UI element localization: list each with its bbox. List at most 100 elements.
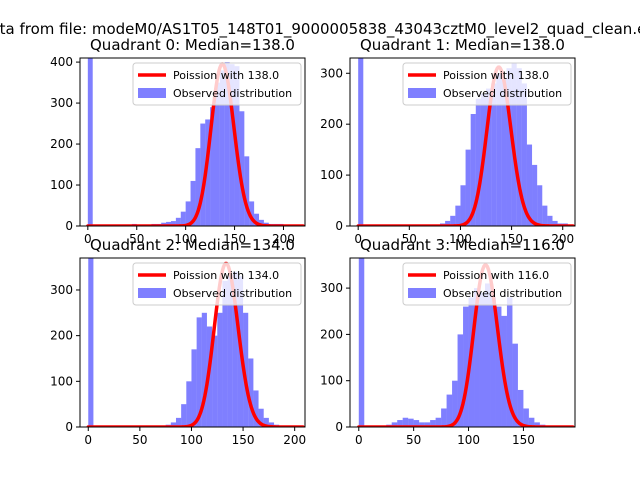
x-tick-label: 200 [272, 232, 295, 246]
histogram-bar [413, 420, 420, 427]
histogram-bar [268, 422, 275, 427]
y-tick-label: 300 [320, 66, 343, 80]
plot-area [86, 258, 305, 427]
y-tick-label: 200 [320, 327, 343, 341]
histogram-bar [248, 358, 254, 427]
histogram-bar [521, 83, 527, 226]
legend: Poission with 138.0 Observed distribution [132, 62, 302, 106]
plot-area [357, 258, 575, 427]
histogram-bar [258, 408, 264, 427]
poisson-curve [356, 65, 575, 226]
histogram-bar [186, 381, 192, 427]
histogram-bar [402, 417, 409, 427]
x-tick-label: 100 [449, 232, 472, 246]
legend-entry-observed: Observed distribution [173, 87, 292, 100]
histogram-bar [485, 283, 491, 427]
histogram-bar [219, 70, 225, 226]
axes-frame [79, 257, 306, 428]
histogram-bar [253, 390, 259, 427]
histogram-bar [486, 88, 492, 226]
x-tick-label: 0 [354, 232, 362, 246]
legend-swatch-observed [138, 288, 166, 298]
legend-swatch-observed [408, 88, 436, 98]
histogram-bar [190, 180, 196, 226]
histogram-bar [358, 258, 365, 427]
histogram-bar [227, 276, 233, 427]
panel-q3: 0 50 100 150 0 100 200 300 Quadrant 3: Median=11… [320, 236, 576, 447]
y-tick-label: 200 [320, 117, 343, 131]
y-tick-label: 0 [335, 219, 343, 233]
axes-frame [349, 257, 576, 428]
histogram-bar [419, 422, 425, 427]
histogram-bar [205, 119, 211, 226]
x-tick-label: 100 [180, 433, 203, 447]
legend: Poission with 116.0 Observed distribution [402, 262, 572, 306]
histogram-bar [166, 221, 171, 226]
histogram-bar [215, 82, 220, 226]
legend-entry-poisson: Poission with 134.0 [173, 269, 279, 282]
panel-q0: 0 50 100 150 200 0 100 200 300 400 Quadrant 0: Med… [50, 36, 306, 246]
histogram-bar [491, 83, 497, 226]
histogram-bar [501, 78, 507, 226]
histogram-bar [180, 211, 186, 226]
histogram-bar [475, 98, 481, 226]
histogram-bar [200, 123, 206, 226]
legend-entry-observed: Observed distribution [443, 87, 562, 100]
histogram-bar [445, 220, 451, 226]
panel-title: Quadrant 3: Median=116.0 [360, 236, 565, 254]
histogram-bar [185, 201, 191, 226]
axes-frame [349, 57, 576, 227]
histogram-bar [232, 271, 238, 427]
histogram-bar [517, 389, 524, 427]
x-tick-label: 0 [355, 433, 363, 447]
histogram-bar [175, 417, 182, 427]
histogram-bar [441, 408, 447, 427]
legend-entry-poisson: Poission with 116.0 [443, 269, 549, 282]
histogram-bar [249, 201, 255, 226]
histogram-bar [537, 185, 543, 226]
histogram-bar [450, 215, 456, 226]
histogram-bar [191, 349, 197, 427]
histogram-bar [523, 408, 529, 427]
legend-box [132, 262, 302, 306]
y-tick-label: 100 [50, 374, 73, 388]
legend-swatch-observed [138, 88, 166, 98]
x-tick-label: 100 [457, 433, 480, 447]
histogram-bar [170, 221, 176, 226]
x-tick-label: 150 [232, 433, 255, 447]
x-tick-label: 100 [174, 232, 197, 246]
histogram-bar [506, 297, 513, 427]
y-tick-label: 200 [50, 137, 73, 151]
panel-title: Quadrant 0: Median=138.0 [90, 36, 295, 54]
histogram-bar [87, 58, 93, 226]
y-tick-label: 0 [335, 420, 343, 434]
histogram-bar [239, 111, 245, 226]
legend-entry-observed: Observed distribution [173, 287, 292, 300]
histogram-bar [259, 219, 264, 226]
histogram-bar [408, 418, 414, 427]
y-tick-label: 0 [65, 420, 73, 434]
histogram-bar [430, 420, 436, 427]
histogram-bar [496, 73, 502, 226]
histogram-bar [534, 422, 540, 427]
histogram-bar [457, 334, 464, 427]
y-tick-label: 300 [320, 281, 343, 295]
histogram-bar [196, 317, 202, 427]
histogram-bar [229, 64, 235, 226]
histogram-bar [465, 149, 471, 226]
y-tick-label: 300 [50, 96, 73, 110]
y-tick-label: 100 [320, 168, 343, 182]
histogram-bar [397, 420, 403, 427]
x-tick-label: 0 [84, 433, 92, 447]
histogram-bar [446, 394, 453, 427]
histogram-bar [495, 306, 502, 427]
x-tick-label: 50 [132, 433, 147, 447]
histogram-bar [463, 306, 469, 427]
legend-entry-poisson: Poission with 138.0 [173, 69, 279, 82]
histogram-bar [263, 417, 269, 427]
legend: Poission with 134.0 Observed distribution [132, 262, 302, 306]
histogram-bar [88, 258, 94, 427]
histogram-bar [452, 380, 458, 427]
y-tick-label: 100 [50, 178, 73, 192]
histogram-bar [170, 422, 176, 427]
